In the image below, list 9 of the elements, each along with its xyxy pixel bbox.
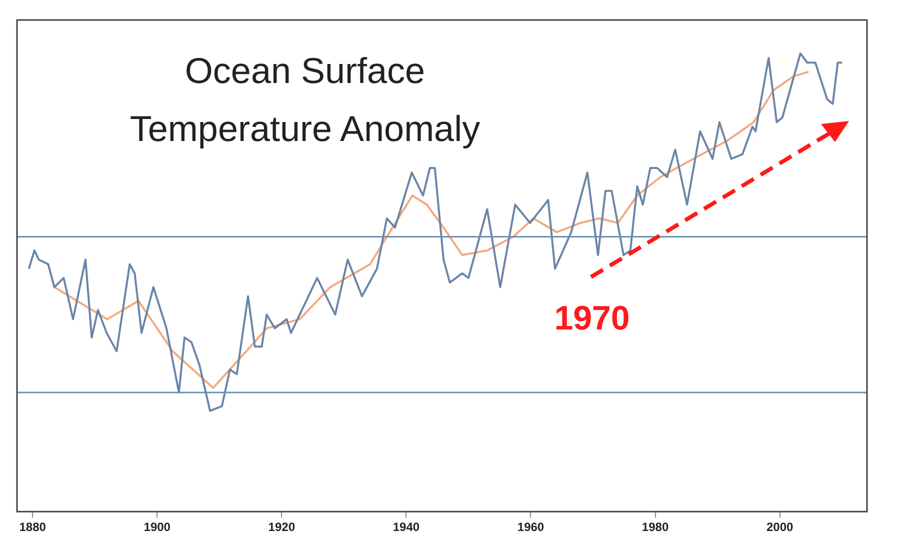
x-tick-label: 2000 bbox=[766, 520, 794, 534]
x-tick-label: 1900 bbox=[144, 520, 171, 534]
x-tick-label: 1980 bbox=[642, 520, 669, 534]
x-tick-label: 1960 bbox=[517, 520, 544, 534]
x-tick-label: 1880 bbox=[19, 520, 46, 534]
annotation: 1970 bbox=[554, 299, 630, 338]
x-tick-label: 1920 bbox=[268, 520, 296, 534]
text: Ocean Surface Temperature Anomaly bbox=[128, 49, 482, 151]
x-tick-label: 1940 bbox=[392, 520, 420, 534]
